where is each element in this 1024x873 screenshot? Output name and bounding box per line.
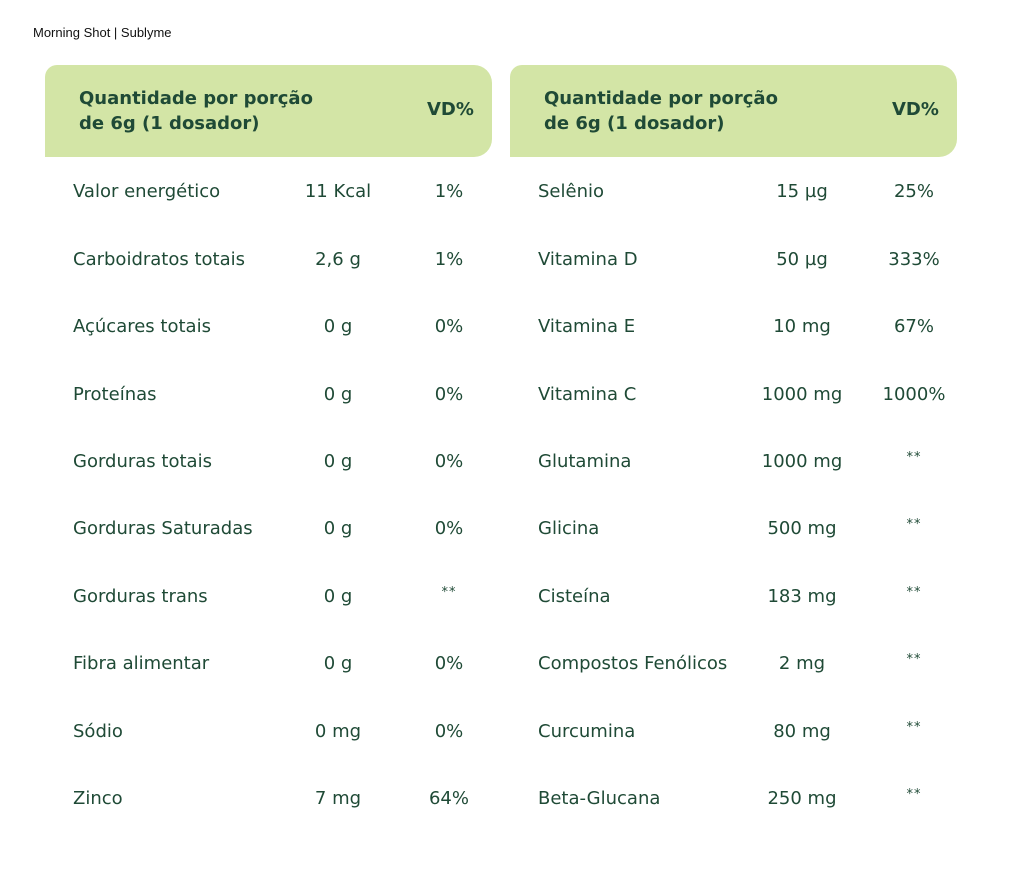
table-row: Fibra alimentar 0 g 0% <box>45 649 492 679</box>
nutrient-amount: 7 mg <box>314 788 362 809</box>
serving-size-line1: Quantidade por porção <box>544 88 778 109</box>
nutrient-name: Beta-Glucana <box>538 788 661 809</box>
vd-header: VD% <box>427 99 474 120</box>
nutrient-vd: 0% <box>434 518 464 539</box>
table-header: Quantidade por porção de 6g (1 dosador) … <box>510 65 957 157</box>
nutrient-name: Gorduras trans <box>73 586 208 607</box>
nutrient-amount: 250 mg <box>767 788 837 809</box>
nutrient-vd: ** <box>906 652 922 667</box>
table-row: Gorduras totais 0 g 0% <box>45 447 492 477</box>
nutrient-name: Carboidratos totais <box>73 249 246 270</box>
nutrient-amount: 500 mg <box>767 518 837 539</box>
nutrient-name: Gorduras Saturadas <box>73 518 253 539</box>
nutrient-amount: 0 g <box>323 586 353 607</box>
nutrient-vd: 0% <box>434 384 464 405</box>
nutrient-name: Curcumina <box>538 721 636 742</box>
nutrient-vd: 0% <box>434 653 464 674</box>
nutrient-vd: 333% <box>888 249 940 270</box>
nutrient-amount: 10 mg <box>773 316 831 337</box>
nutrition-table-left: Quantidade por porção de 6g (1 dosador) … <box>45 65 492 809</box>
nutrient-name: Vitamina C <box>538 384 637 405</box>
nutrient-amount: 1000 mg <box>761 384 843 405</box>
nutrient-amount: 2 mg <box>778 653 826 674</box>
nutrient-name: Vitamina D <box>538 249 638 270</box>
table-row: Gorduras trans 0 g ** <box>45 582 492 612</box>
nutrient-amount: 2,6 g <box>315 249 361 270</box>
nutrient-vd: ** <box>441 585 457 600</box>
table-row: Sódio 0 mg 0% <box>45 717 492 747</box>
nutrient-vd: 1% <box>434 181 464 202</box>
nutrient-name: Glutamina <box>538 451 632 472</box>
serving-size-line1: Quantidade por porção <box>79 88 313 109</box>
table-row: Beta-Glucana 250 mg ** <box>510 784 957 814</box>
table-row: Valor energético 11 Kcal 1% <box>45 177 492 207</box>
table-row: Cisteína 183 mg ** <box>510 582 957 612</box>
nutrient-vd: 0% <box>434 721 464 742</box>
table-row: Glutamina 1000 mg ** <box>510 447 957 477</box>
nutrient-vd: 0% <box>434 451 464 472</box>
nutrient-amount: 80 mg <box>773 721 831 742</box>
serving-size-label: Quantidade por porção de 6g (1 dosador) <box>544 86 804 136</box>
nutrient-amount: 15 µg <box>776 181 828 202</box>
nutrient-name: Açúcares totais <box>73 316 211 337</box>
nutrient-amount: 0 mg <box>314 721 362 742</box>
nutrient-name: Cisteína <box>538 586 611 607</box>
nutrient-name: Gorduras totais <box>73 451 212 472</box>
nutrient-vd: 25% <box>893 181 934 202</box>
nutrient-amount: 0 g <box>323 384 353 405</box>
nutrient-vd: ** <box>906 517 922 532</box>
nutrient-amount: 0 g <box>323 451 353 472</box>
nutrient-vd: 0% <box>434 316 464 337</box>
table-header: Quantidade por porção de 6g (1 dosador) … <box>45 65 492 157</box>
nutrient-vd: 64% <box>428 788 469 809</box>
nutrient-name: Proteínas <box>73 384 157 405</box>
nutrient-name: Zinco <box>73 788 123 809</box>
document-title: Morning Shot | Sublyme <box>33 25 172 40</box>
nutrient-vd: 67% <box>893 316 934 337</box>
nutrient-amount: 50 µg <box>776 249 828 270</box>
serving-size-label: Quantidade por porção de 6g (1 dosador) <box>79 86 339 136</box>
table-row: Gorduras Saturadas 0 g 0% <box>45 514 492 544</box>
serving-size-line2: de 6g (1 dosador) <box>79 113 260 134</box>
table-row: Proteínas 0 g 0% <box>45 380 492 410</box>
nutrient-vd: ** <box>906 585 922 600</box>
nutrient-name: Vitamina E <box>538 316 636 337</box>
table-row: Compostos Fenólicos 2 mg ** <box>510 649 957 679</box>
nutrition-table-right: Quantidade por porção de 6g (1 dosador) … <box>510 65 957 809</box>
table-row: Curcumina 80 mg ** <box>510 717 957 747</box>
serving-size-line2: de 6g (1 dosador) <box>544 113 725 134</box>
nutrient-name: Compostos Fenólicos <box>538 653 728 674</box>
nutrient-name: Glicina <box>538 518 600 539</box>
nutrient-vd: 1% <box>434 249 464 270</box>
nutrient-amount: 0 g <box>323 653 353 674</box>
nutrient-vd: ** <box>906 450 922 465</box>
table-row: Selênio 15 µg 25% <box>510 177 957 207</box>
nutrient-vd: ** <box>906 720 922 735</box>
table-row: Glicina 500 mg ** <box>510 514 957 544</box>
nutrient-amount: 0 g <box>323 518 353 539</box>
nutrient-amount: 1000 mg <box>761 451 843 472</box>
nutrient-name: Fibra alimentar <box>73 653 210 674</box>
nutrient-amount: 11 Kcal <box>304 181 372 202</box>
vd-header: VD% <box>892 99 939 120</box>
table-row: Vitamina D 50 µg 333% <box>510 245 957 275</box>
table-row: Açúcares totais 0 g 0% <box>45 312 492 342</box>
nutrient-amount: 0 g <box>323 316 353 337</box>
table-row: Carboidratos totais 2,6 g 1% <box>45 245 492 275</box>
nutrient-amount: 183 mg <box>767 586 837 607</box>
nutrient-name: Valor energético <box>73 181 221 202</box>
table-row: Vitamina E 10 mg 67% <box>510 312 957 342</box>
nutrient-vd: 1000% <box>882 384 946 405</box>
nutrient-name: Selênio <box>538 181 604 202</box>
table-row: Zinco 7 mg 64% <box>45 784 492 814</box>
table-row: Vitamina C 1000 mg 1000% <box>510 380 957 410</box>
nutrient-name: Sódio <box>73 721 123 742</box>
nutrient-vd: ** <box>906 787 922 802</box>
